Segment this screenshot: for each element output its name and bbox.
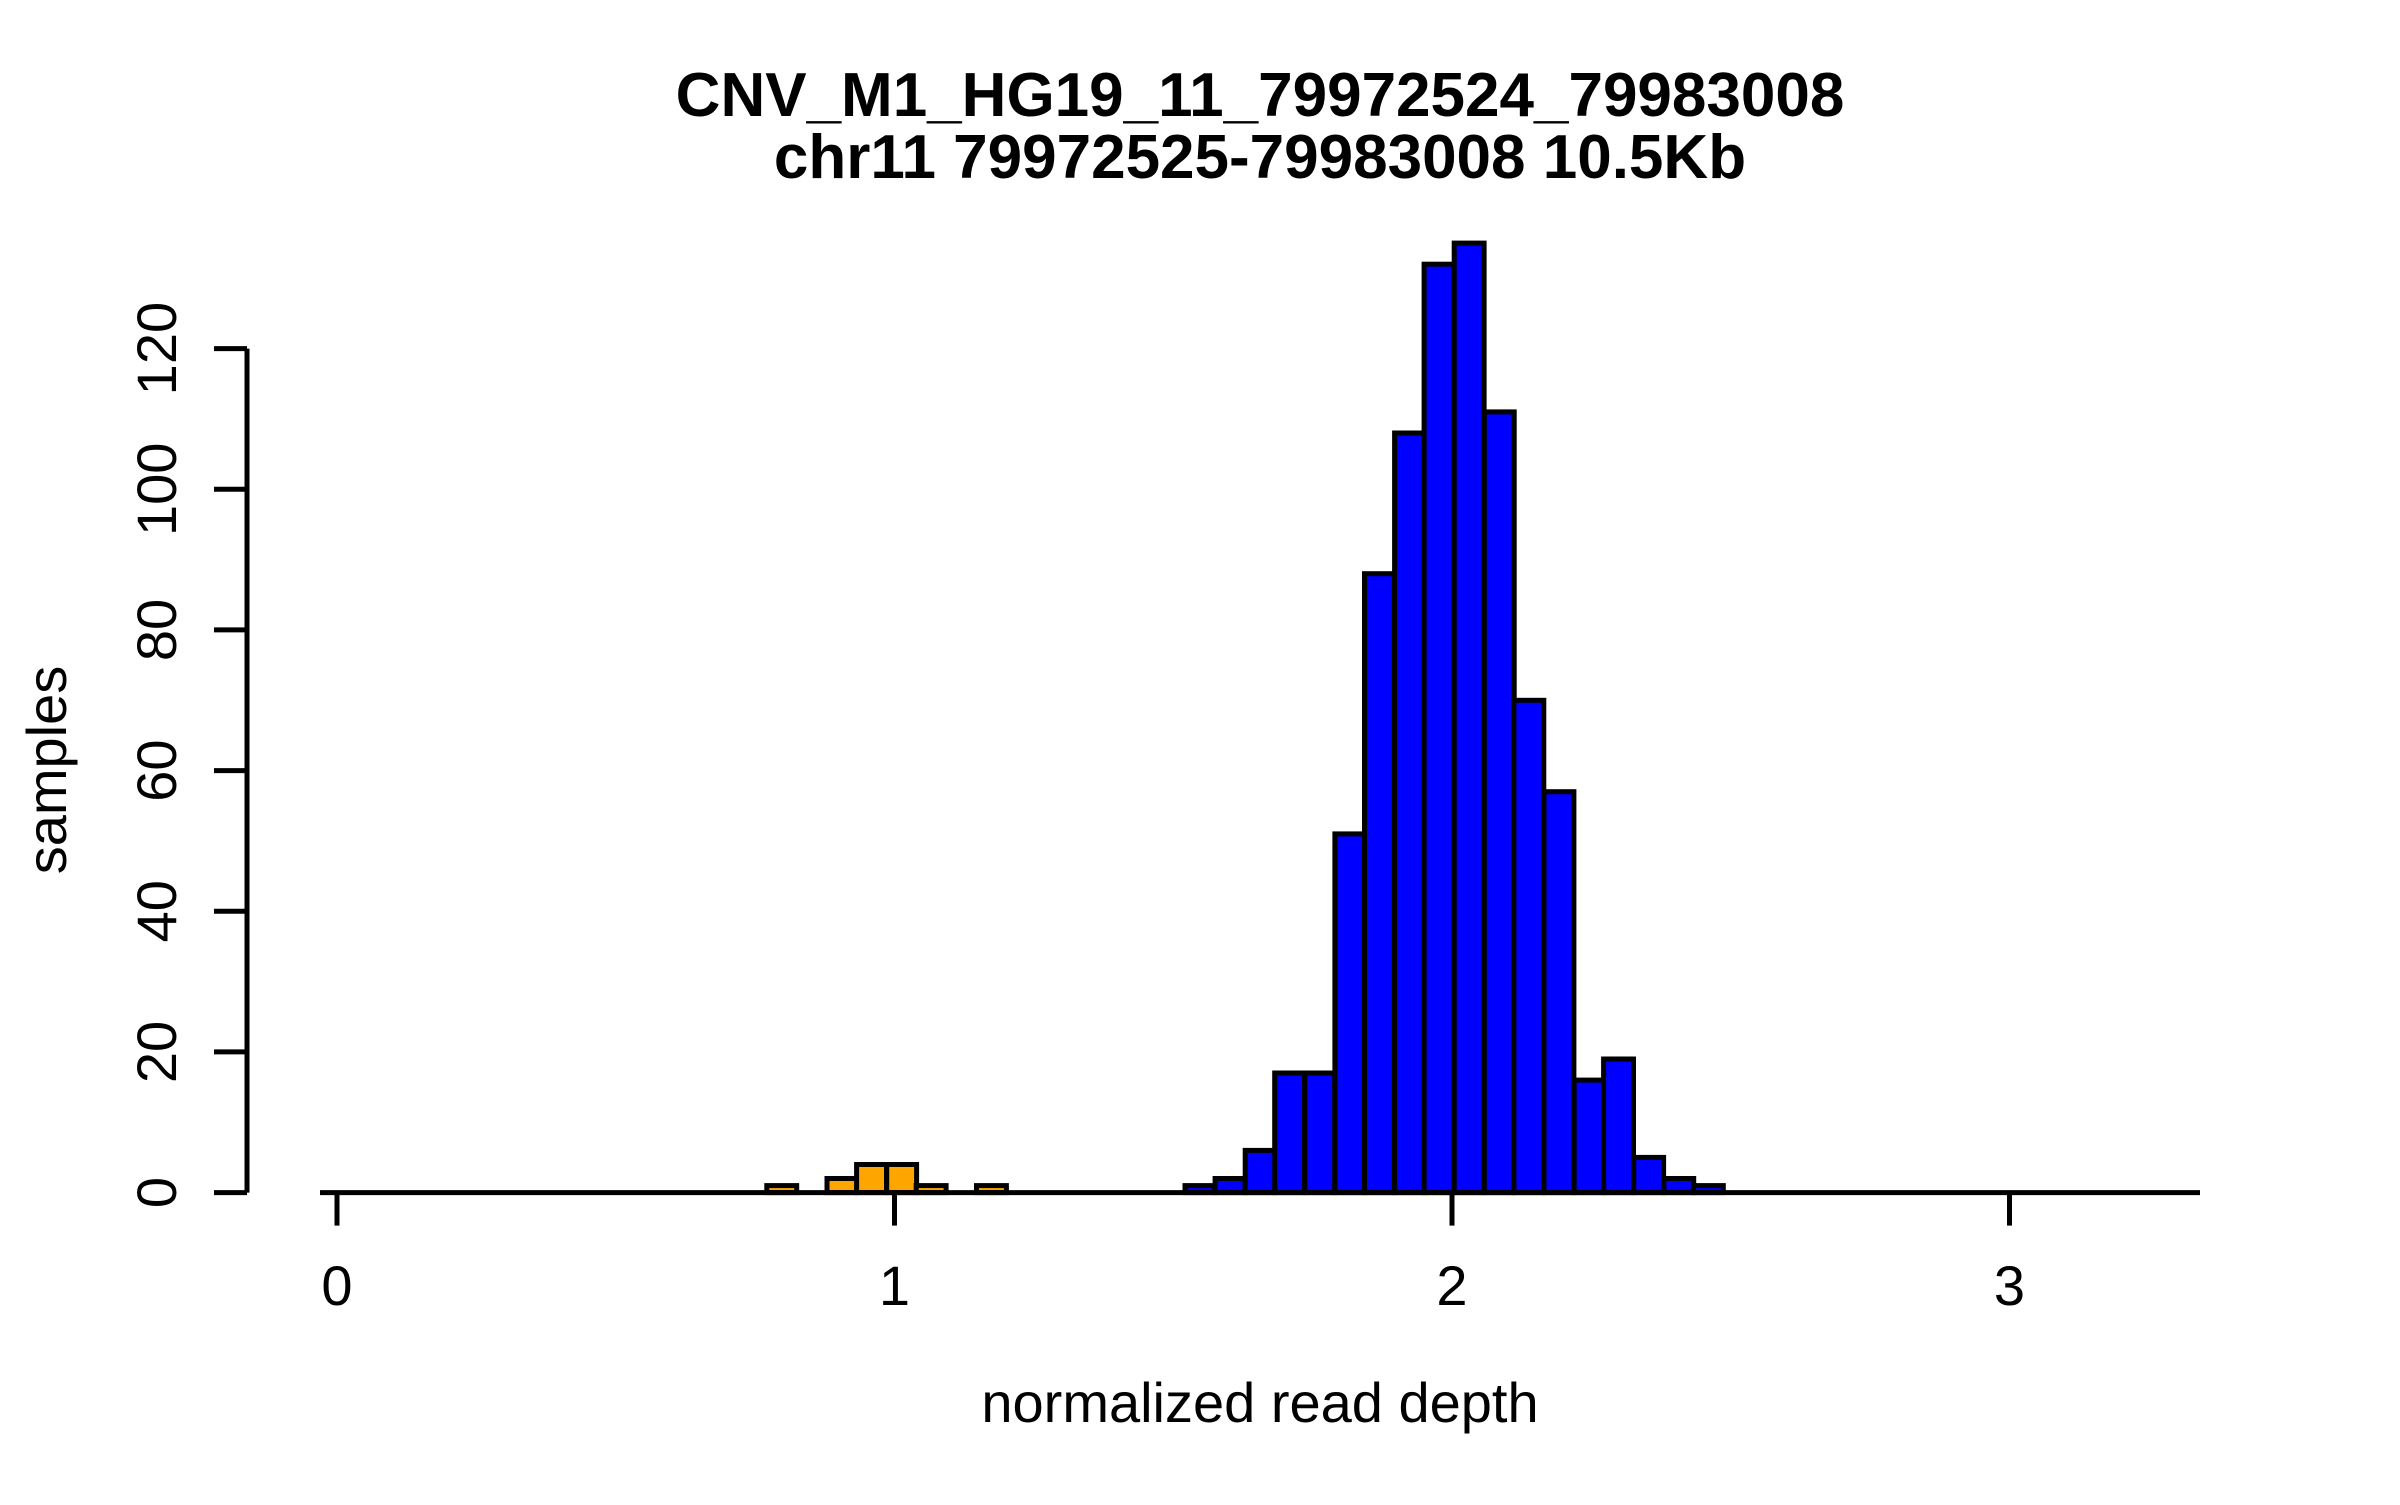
x-tick-label: 1 <box>879 1254 910 1317</box>
x-tick-label: 3 <box>1994 1254 2025 1317</box>
chart-title-line1: CNV_M1_HG19_11_79972524_79983008 <box>676 61 1845 130</box>
chart-title-line2: chr11 79972525-79983008 10.5Kb <box>774 123 1746 192</box>
y-axis-label: samples <box>15 666 78 875</box>
histogram-bar <box>1332 831 1368 1196</box>
y-tick-label: 100 <box>125 443 188 536</box>
histogram-bar <box>884 1162 920 1196</box>
histogram-bar <box>1481 409 1517 1196</box>
histogram-bar <box>1511 697 1547 1196</box>
histogram-bar <box>1302 1070 1338 1196</box>
x-axis-ticks: 0 1 2 3 <box>321 1192 2025 1317</box>
histogram-bar <box>1421 261 1457 1196</box>
y-tick-label: 120 <box>125 302 188 395</box>
histogram-bar <box>1242 1147 1278 1196</box>
histogram-bar <box>1571 1077 1607 1196</box>
y-tick-label: 20 <box>125 1021 188 1083</box>
histogram-bar <box>1631 1154 1667 1196</box>
histogram-bar <box>1392 430 1427 1196</box>
y-tick-label: 40 <box>125 880 188 942</box>
x-axis-label: normalized read depth <box>981 1371 1538 1434</box>
y-tick-label: 0 <box>125 1177 188 1208</box>
y-axis-ticks: 0 20 40 60 80 100 120 <box>125 302 247 1208</box>
x-tick-label: 0 <box>321 1254 352 1317</box>
histogram-bar <box>1362 571 1397 1196</box>
y-tick-label: 60 <box>125 739 188 801</box>
histogram-bar <box>1272 1070 1308 1196</box>
histogram-bar <box>1541 789 1577 1196</box>
histogram-bar <box>1601 1056 1636 1196</box>
histogram-bar <box>854 1162 889 1196</box>
x-tick-label: 2 <box>1436 1254 1467 1317</box>
histogram-bar <box>1451 240 1487 1196</box>
y-tick-label: 80 <box>125 599 188 661</box>
histogram-bars <box>764 240 1726 1196</box>
